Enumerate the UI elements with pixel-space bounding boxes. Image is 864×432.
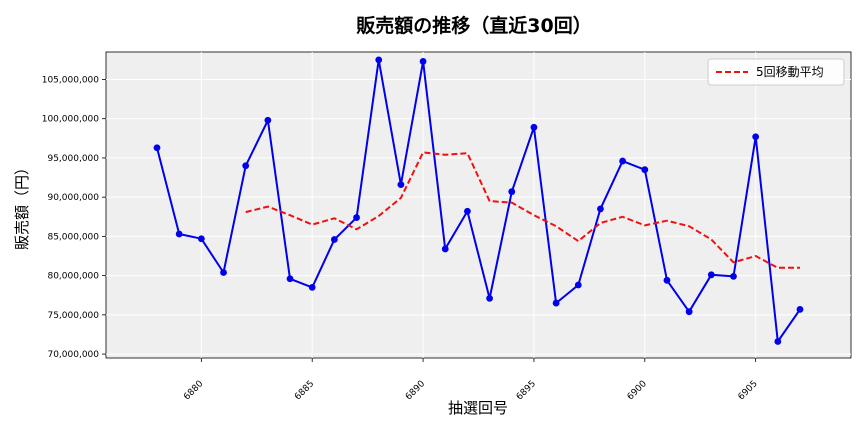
sales-point bbox=[353, 214, 360, 221]
sales-point bbox=[486, 294, 493, 302]
sales-point bbox=[730, 273, 737, 280]
sales-point bbox=[597, 205, 604, 213]
grid-lines bbox=[106, 52, 851, 358]
sales-point bbox=[796, 305, 804, 313]
sales-point bbox=[330, 236, 338, 243]
y-tick-label: 80,000,000 bbox=[47, 272, 99, 282]
y-tick-label: 85,000,000 bbox=[47, 232, 99, 242]
sales-point bbox=[574, 281, 582, 289]
sales-point bbox=[441, 245, 449, 253]
y-axis-ticks: 70,000,000 75,000,000 80,000,000 85,000,000… bbox=[42, 75, 106, 360]
sales-point bbox=[197, 235, 205, 243]
legend: 5回移動平均 bbox=[707, 58, 845, 86]
sales-point bbox=[220, 269, 227, 276]
sales-point bbox=[375, 56, 383, 64]
sales-point bbox=[508, 188, 516, 196]
y-tick-label: 100,000,000 bbox=[42, 115, 100, 125]
y-tick-label: 70,000,000 bbox=[47, 350, 99, 360]
chart-title: 販売額の推移（直近30回） bbox=[356, 14, 591, 37]
sales-point bbox=[774, 338, 782, 345]
sales-point bbox=[663, 276, 671, 284]
y-tick-label: 90,000,000 bbox=[47, 193, 99, 203]
x-tick-label: 6890 bbox=[404, 379, 427, 402]
legend-label-moving-average: 5回移動平均 bbox=[756, 65, 824, 79]
sales-point bbox=[308, 283, 316, 291]
y-tick-label: 105,000,000 bbox=[42, 75, 100, 85]
sales-point bbox=[685, 308, 693, 316]
x-tick-label: 6885 bbox=[293, 379, 316, 402]
sales-point bbox=[752, 133, 760, 141]
legend-box bbox=[707, 58, 845, 86]
sales-point bbox=[619, 157, 627, 165]
sales-point bbox=[464, 207, 471, 215]
sales-point bbox=[707, 271, 715, 279]
x-tick-label: 6895 bbox=[515, 379, 538, 402]
sales-point bbox=[641, 166, 649, 174]
plot-area bbox=[105, 51, 852, 359]
moving-average-line bbox=[245, 151, 800, 269]
sales-point bbox=[286, 275, 294, 283]
sales-point bbox=[552, 299, 560, 307]
y-axis-title: 販売額（円） bbox=[13, 160, 31, 250]
sales-point bbox=[397, 181, 405, 189]
x-tick-label: 6905 bbox=[737, 379, 760, 402]
sales-point bbox=[419, 58, 427, 65]
sales-point bbox=[153, 144, 161, 152]
sales-point bbox=[242, 162, 250, 170]
x-tick-label: 6880 bbox=[182, 379, 205, 402]
sales-point bbox=[264, 116, 272, 124]
series-layer bbox=[153, 56, 804, 345]
x-axis-title: 抽選回号 bbox=[448, 399, 508, 417]
sales-point bbox=[175, 230, 183, 238]
y-tick-label: 75,000,000 bbox=[47, 311, 99, 321]
sales-point bbox=[530, 123, 538, 131]
sales-line bbox=[156, 58, 801, 343]
y-tick-label: 95,000,000 bbox=[47, 154, 99, 164]
x-tick-label: 6900 bbox=[626, 379, 649, 402]
x-axis-ticks: 6880 6885 6890 6895 6900 6905 bbox=[182, 358, 760, 402]
